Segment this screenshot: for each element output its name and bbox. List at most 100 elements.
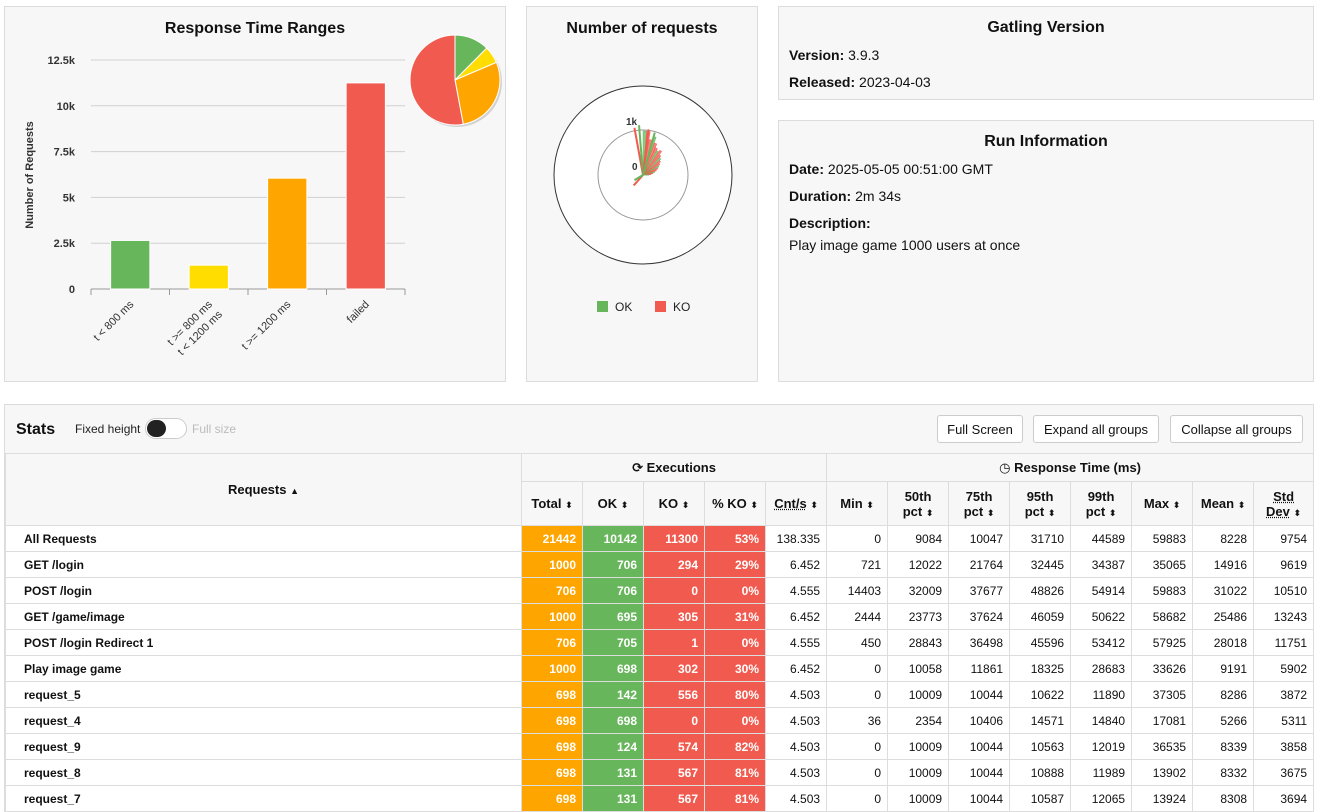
cell-max: 37305 [1131, 681, 1194, 708]
col-p99-label-1: 99th [1087, 488, 1115, 504]
col-ok[interactable]: OK ⬍ [582, 481, 644, 526]
request-name[interactable]: GET /game/image [5, 603, 522, 630]
table-row[interactable]: Play image game 1000 698 302 30% 6.452 0… [5, 655, 1315, 682]
response-time-ranges-panel: Response Time Ranges 0 2.5k 5k 7.5k 10k 12.5k… [4, 6, 506, 382]
table-row[interactable]: GET /login 1000 706 294 29% 6.452 721 12… [5, 551, 1315, 578]
cell-p95: 10622 [1009, 681, 1072, 708]
cell-p75: 10044 [948, 733, 1011, 760]
legend-ko-label[interactable]: KO [673, 300, 690, 314]
request-name[interactable]: POST /login [5, 577, 522, 604]
legend-ko-swatch[interactable] [655, 301, 666, 312]
pie-slice [409, 34, 464, 126]
cell-min: 14403 [826, 577, 889, 604]
expand-all-groups-button[interactable]: Expand all groups [1033, 415, 1159, 443]
cell-mean: 25486 [1192, 603, 1255, 630]
cell-total: 698 [521, 681, 583, 708]
requests-header[interactable]: Requests ▲ [5, 453, 522, 526]
col-total[interactable]: Total ⬍ [521, 481, 583, 526]
cell-ko: 294 [643, 551, 705, 578]
table-row[interactable]: GET /game/image 1000 695 305 31% 6.452 2… [5, 603, 1315, 630]
request-name[interactable]: request_9 [5, 733, 522, 760]
gatling-version-panel: Gatling Version Version: 3.9.3 Released:… [778, 6, 1314, 100]
col-p95[interactable]: 95th pct ⬍ [1009, 481, 1072, 526]
cell-p99: 44589 [1070, 525, 1133, 552]
request-name[interactable]: request_8 [5, 759, 522, 786]
number-of-requests-panel: Number of requests 1k 0 OK KO [526, 6, 758, 382]
executions-header: ⟳ Executions [520, 453, 828, 482]
col-p75[interactable]: 75th pct ⬍ [948, 481, 1011, 526]
request-name[interactable]: request_5 [5, 681, 522, 708]
col-mean[interactable]: Mean ⬍ [1192, 481, 1255, 526]
cell-ko: 0 [643, 707, 705, 734]
cell-p95: 32445 [1009, 551, 1072, 578]
polar-wedge [642, 162, 661, 176]
cell-p95: 10563 [1009, 733, 1072, 760]
legend-ok-swatch[interactable] [597, 301, 608, 312]
table-row[interactable]: request_7 698 131 567 81% 4.503 0 10009 … [5, 785, 1315, 812]
cell-std: 3694 [1253, 785, 1315, 812]
cell-p50: 10009 [887, 759, 950, 786]
cell-min: 0 [826, 525, 889, 552]
version-value: 3.9.3 [848, 47, 880, 63]
table-row[interactable]: POST /login Redirect 1 706 705 1 0% 4.55… [5, 629, 1315, 656]
request-name[interactable]: request_4 [5, 707, 522, 734]
cell-p75: 37624 [948, 603, 1011, 630]
col-cnts[interactable]: Cnt/s ⬍ [764, 481, 828, 526]
cell-ko: 556 [643, 681, 705, 708]
cell-min: 2444 [826, 603, 889, 630]
full-screen-button[interactable]: Full Screen [937, 415, 1023, 443]
sort-icon: ⬍ [1293, 507, 1302, 518]
polar-spike [642, 129, 650, 176]
col-pko[interactable]: % KO ⬍ [704, 481, 766, 526]
cell-p99: 11890 [1070, 681, 1133, 708]
sort-icon: ⬍ [1172, 500, 1181, 510]
collapse-all-groups-button[interactable]: Collapse all groups [1170, 415, 1303, 443]
request-name[interactable]: GET /login [5, 551, 522, 578]
col-p75-label-1: 75th [965, 488, 993, 504]
request-name[interactable]: request_7 [5, 785, 522, 812]
cell-std: 5902 [1253, 655, 1315, 682]
table-row[interactable]: request_4 698 698 0 0% 4.503 36 2354 104… [5, 707, 1315, 734]
version-label: Version: [789, 47, 845, 63]
col-p50[interactable]: 50th pct ⬍ [887, 481, 950, 526]
bar [345, 82, 386, 290]
height-toggle[interactable] [145, 418, 187, 439]
cell-pko: 81% [704, 759, 766, 786]
table-row[interactable]: All Requests 21442 10142 11300 53% 138.3… [5, 525, 1315, 552]
polar-wedge [642, 157, 662, 176]
cell-p75: 10044 [948, 759, 1011, 786]
col-min[interactable]: Min ⬍ [826, 481, 889, 526]
table-row[interactable]: request_8 698 131 567 81% 4.503 0 10009 … [5, 759, 1315, 786]
col-std[interactable]: Std Dev ⬍ [1253, 481, 1315, 526]
cell-mean: 8228 [1192, 525, 1255, 552]
cell-p75: 10047 [948, 525, 1011, 552]
cell-std: 9619 [1253, 551, 1315, 578]
col-max[interactable]: Max ⬍ [1131, 481, 1194, 526]
cell-cnts: 4.555 [764, 629, 828, 656]
duration-label: Duration: [789, 188, 852, 204]
col-ok-label: OK [597, 496, 618, 511]
col-p99[interactable]: 99th pct ⬍ [1070, 481, 1133, 526]
stats-title: Stats [16, 421, 56, 438]
table-row[interactable]: request_9 698 124 574 82% 4.503 0 10009 … [5, 733, 1315, 760]
col-max-label: Max [1143, 496, 1170, 511]
legend-ok-label[interactable]: OK [615, 300, 632, 314]
table-row[interactable]: POST /login 706 706 0 0% 4.555 14403 320… [5, 577, 1315, 604]
request-name[interactable]: All Requests [5, 525, 522, 552]
x-tick-label: failed [345, 299, 372, 326]
y-tick-label: 2.5k [54, 238, 76, 250]
cell-total: 1000 [521, 655, 583, 682]
request-name[interactable]: POST /login Redirect 1 [5, 629, 522, 656]
cell-pko: 0% [704, 577, 766, 604]
axis-zero-label: 0 [632, 162, 638, 173]
request-name[interactable]: Play image game [5, 655, 522, 682]
cell-p99: 12065 [1070, 785, 1133, 812]
sort-icon: ⬍ [1047, 507, 1056, 518]
sort-icon: ⬍ [986, 507, 995, 518]
requests-title: Number of requests [566, 20, 718, 37]
col-ko[interactable]: KO ⬍ [643, 481, 705, 526]
duration-row: Duration: 2m 34s [789, 188, 901, 204]
cell-min: 36 [826, 707, 889, 734]
table-row[interactable]: request_5 698 142 556 80% 4.503 0 10009 … [5, 681, 1315, 708]
cell-p50: 12022 [887, 551, 950, 578]
